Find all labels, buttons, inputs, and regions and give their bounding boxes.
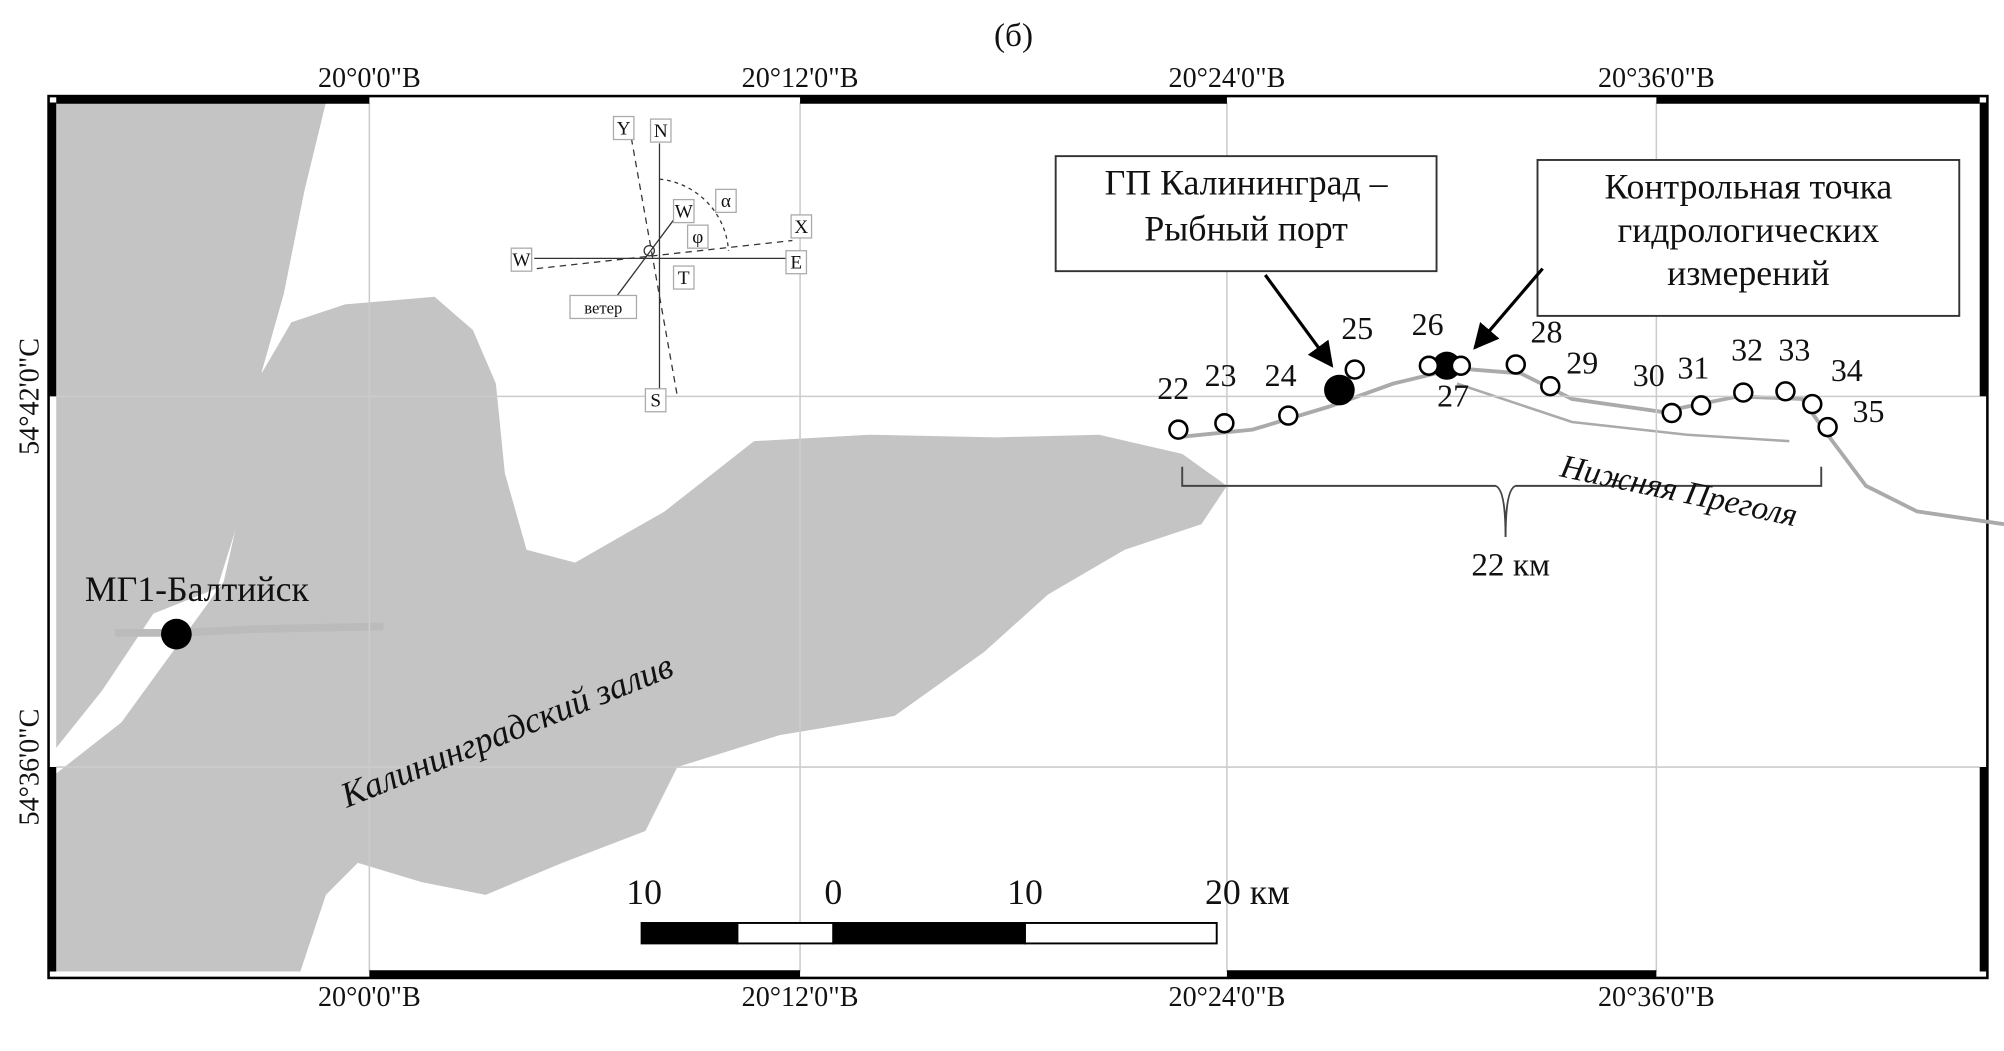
- compass-label: X: [794, 217, 808, 238]
- scale-bar: [640, 922, 1218, 945]
- compass-label: ветер: [584, 298, 622, 317]
- callout-text: измерений: [1667, 253, 1829, 293]
- callout-text: ГП Калининград –: [1105, 162, 1389, 202]
- station: [1817, 416, 1838, 438]
- caption: (б): [994, 17, 1033, 54]
- station-label: 26: [1412, 307, 1444, 342]
- station-main: [161, 618, 192, 650]
- compass-label-box: [612, 115, 635, 141]
- station: [1775, 381, 1796, 402]
- station-label: 30: [1633, 358, 1665, 393]
- station-label: 31: [1677, 351, 1709, 386]
- longitude-label: 20°36'0"В: [1598, 982, 1715, 1013]
- longitude-label: 20°12'0"В: [742, 982, 859, 1013]
- latitude-label: 54°36'0"С: [14, 709, 45, 826]
- longitude-label: 20°24'0"В: [1169, 982, 1286, 1013]
- compass-label: E: [790, 253, 802, 274]
- station: [1278, 405, 1299, 426]
- station: [1450, 355, 1472, 376]
- station: [1661, 402, 1682, 424]
- river-branch: [1456, 382, 1790, 443]
- station: [1418, 355, 1440, 376]
- compass-label-box: [644, 388, 667, 413]
- callout-text: гидрологических: [1617, 210, 1879, 250]
- callout-arrow: [1473, 267, 1544, 350]
- station: [1690, 395, 1712, 416]
- compass-label: α: [721, 191, 731, 212]
- sea: [56, 102, 326, 748]
- scale-label: 10: [1007, 872, 1043, 912]
- distance-label: 22 км: [1471, 546, 1550, 583]
- station-label: 25: [1341, 311, 1373, 346]
- compass-label-box: [569, 294, 638, 320]
- station-label: 33: [1778, 333, 1810, 368]
- scale-label: 0: [824, 872, 842, 912]
- longitude-label: 20°12'0"В: [742, 63, 859, 94]
- compass-label-box: [686, 224, 709, 249]
- compass-label: W: [512, 250, 531, 271]
- lagoon: [56, 296, 1227, 972]
- compass-label: T: [678, 268, 690, 289]
- longitude-label: 20°0'0"В: [318, 63, 421, 94]
- station-label: 22: [1157, 371, 1189, 406]
- station: [1344, 359, 1365, 380]
- compass-label-box: [672, 265, 695, 290]
- distance-bracket: [1181, 466, 1823, 538]
- station-label: 35: [1853, 394, 1885, 429]
- station-label: 34: [1831, 353, 1863, 388]
- callout-text: Рыбный порт: [1144, 208, 1348, 248]
- station-label: 23: [1205, 358, 1237, 393]
- compass-label-box: [510, 247, 533, 272]
- station-label: 27: [1437, 379, 1469, 414]
- station: [1540, 375, 1561, 397]
- station-label: 29: [1566, 345, 1598, 380]
- compass-label: φ: [692, 227, 703, 248]
- station: [1505, 354, 1527, 375]
- station: [1168, 419, 1189, 440]
- scale-label: 10: [626, 872, 662, 912]
- scale-label: 20 км: [1205, 872, 1290, 912]
- callout-text: Контрольная точка: [1604, 166, 1892, 206]
- compass-label: N: [654, 121, 668, 142]
- callout-box: [1054, 155, 1438, 273]
- station: [1214, 413, 1235, 434]
- longitude-label: 20°0'0"В: [318, 982, 421, 1013]
- station: [1733, 382, 1754, 403]
- station-main: [1324, 374, 1355, 406]
- compass-label-box: [715, 188, 737, 214]
- longitude-label: 20°24'0"В: [1169, 63, 1286, 94]
- compass-label-box: [785, 250, 808, 275]
- compass-label: Y: [617, 118, 631, 139]
- station-label: 32: [1731, 333, 1763, 368]
- station-label: 28: [1530, 315, 1562, 350]
- longitude-label: 20°36'0"В: [1598, 63, 1715, 94]
- compass-label-box: [649, 118, 672, 143]
- canal: [115, 622, 384, 637]
- compass-label: S: [650, 391, 661, 412]
- station-label: 24: [1265, 358, 1297, 393]
- compass: [534, 138, 799, 397]
- compass-label-box: [672, 198, 695, 224]
- compass-label-box: [790, 214, 813, 239]
- frame-ticks: [48, 96, 1988, 978]
- latitude-label: 54°42'0"С: [14, 338, 45, 455]
- callout-box: [1536, 159, 1961, 317]
- place-label: МГ1-Балтийск: [85, 569, 310, 609]
- station: [1802, 393, 1823, 415]
- compass-label: W: [675, 201, 694, 222]
- callout-arrow: [1263, 274, 1334, 368]
